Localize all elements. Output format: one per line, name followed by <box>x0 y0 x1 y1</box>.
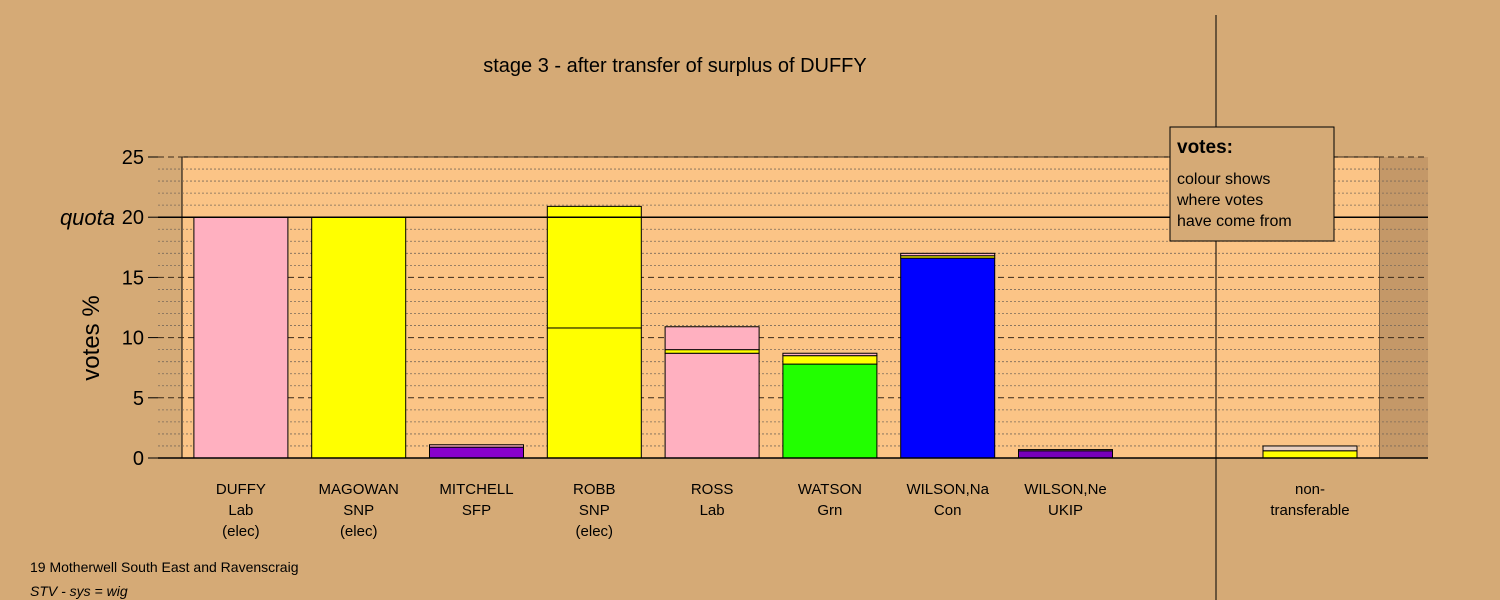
legend: votes: colour shows where votes have com… <box>1169 126 1335 242</box>
legend-box <box>1169 126 1335 242</box>
candidate-name-label: MITCHELL <box>439 481 513 498</box>
candidate-party-label: Con <box>934 502 962 519</box>
bar-segment <box>193 216 289 459</box>
legend-line: colour shows <box>1177 171 1270 188</box>
bars <box>193 205 1358 459</box>
candidate-name-label: DUFFY <box>216 481 266 498</box>
right-margin-band <box>1380 157 1428 458</box>
bar-segment <box>429 444 524 448</box>
candidate-status-label: (elec) <box>222 523 260 540</box>
candidate-name-label: WATSON <box>798 481 862 498</box>
y-tick-label: 20 <box>122 207 144 229</box>
candidate-name-label: ROSS <box>691 481 734 498</box>
candidate-party-label: Lab <box>700 502 725 519</box>
bar-segment <box>900 252 996 257</box>
bar-segment <box>546 205 642 329</box>
chart-title: stage 3 - after transfer of surplus of D… <box>483 55 866 77</box>
x-axis-labels: DUFFY Lab (elec) MAGOWAN SNP (elec) MITCHELL SF… <box>216 481 1350 540</box>
nontransferable-label: transferable <box>1270 502 1349 519</box>
candidate-party-label: UKIP <box>1048 502 1083 519</box>
bar-segment <box>664 352 760 459</box>
bar-segment <box>429 446 524 459</box>
candidate-party-label: SNP <box>579 502 610 519</box>
candidate-name-label: MAGOWAN <box>319 481 399 498</box>
footer-system: STV - sys = wig <box>30 583 128 599</box>
candidate-status-label: (elec) <box>340 523 378 540</box>
candidate-status-label: (elec) <box>576 523 614 540</box>
quota-label: quota <box>60 205 115 230</box>
bar-segment <box>1018 449 1113 452</box>
bar-segment <box>664 349 760 354</box>
nontransferable-label: non- <box>1295 481 1325 498</box>
y-axis-label: votes % <box>78 295 105 380</box>
candidate-name-label: ROBB <box>573 481 616 498</box>
bar-segment <box>1018 450 1113 459</box>
legend-line: where votes <box>1176 192 1263 209</box>
bar-segment <box>782 363 878 459</box>
nontransferable-bar-segment <box>1262 445 1358 452</box>
bar-segment <box>782 352 878 357</box>
bar-segment <box>664 326 760 351</box>
y-tick-label: 15 <box>122 267 144 289</box>
bar-segment <box>782 355 878 365</box>
candidate-party-label: Lab <box>228 502 253 519</box>
candidate-party-label: SNP <box>343 502 374 519</box>
y-tick-label: 25 <box>122 147 144 169</box>
nontransferable-bar-segment <box>1262 450 1358 459</box>
candidate-party-label: SFP <box>462 502 491 519</box>
candidate-name-label: WILSON,Ne <box>1024 481 1107 498</box>
y-tick-label: 10 <box>122 328 144 350</box>
y-tick-label: 5 <box>133 388 144 410</box>
bar-segment <box>546 327 642 459</box>
y-tick-label: 0 <box>133 448 144 470</box>
candidate-name-label: WILSON,Na <box>906 481 989 498</box>
candidate-party-label: Grn <box>817 502 842 519</box>
bar-segment <box>900 257 996 459</box>
legend-title: votes: <box>1177 137 1233 158</box>
footer-constituency: 19 Motherwell South East and Ravenscraig <box>30 559 298 575</box>
bar-segment <box>311 216 407 459</box>
legend-line: have come from <box>1177 213 1292 230</box>
